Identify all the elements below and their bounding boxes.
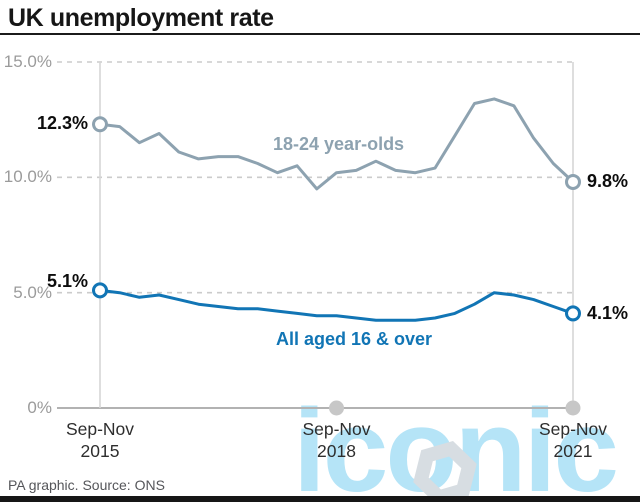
- endpoint-marker-series-1: [92, 282, 108, 299]
- series-label-all-16-over: All aged 16 & over: [276, 329, 433, 349]
- x-axis-tick-dot: [329, 400, 344, 416]
- value-label-18-24-end: 9.8%: [587, 171, 629, 191]
- x-tick-period: Sep-Nov: [65, 419, 135, 439]
- page-title: UK unemployment rate: [8, 4, 274, 32]
- source-credit: PA graphic. Source: ONS: [8, 477, 165, 493]
- x-tick-label-sep-nov-2015: Sep-Nov 2015: [45, 418, 155, 462]
- x-tick-label-sep-nov-2021: Sep-Nov 2021: [518, 418, 628, 462]
- x-tick-year: 2021: [553, 441, 593, 461]
- x-tick-label-sep-nov-2018: Sep-Nov 2018: [282, 418, 392, 462]
- y-axis-label-15: 15.0%: [3, 52, 52, 71]
- y-axis-label-5: 5.0%: [13, 283, 52, 302]
- x-tick-period: Sep-Nov: [538, 419, 608, 439]
- title-rule: [0, 33, 640, 35]
- series-label-18-24: 18-24 year-olds: [273, 134, 405, 154]
- x-tick-year: 2015: [80, 441, 120, 461]
- series-line-1: [98, 288, 575, 322]
- value-label-18-24-start: 12.3%: [36, 113, 88, 133]
- endpoint-marker-series-0: [92, 116, 108, 133]
- value-label-all-16-over-start: 5.1%: [46, 271, 88, 291]
- endpoint-marker-series-0: [565, 173, 581, 190]
- x-tick-year: 2018: [317, 441, 356, 461]
- series-line-0: [98, 97, 575, 191]
- bottom-bar: [0, 496, 640, 502]
- endpoint-marker-series-1: [565, 305, 581, 322]
- y-axis-label-10: 10.0%: [3, 167, 52, 186]
- x-axis-tick-dot: [565, 400, 581, 416]
- x-tick-period: Sep-Nov: [302, 419, 371, 439]
- y-axis-label-0: 0%: [27, 398, 52, 417]
- hexagon-icon: [413, 440, 477, 502]
- value-label-all-16-over-end: 4.1%: [587, 303, 629, 323]
